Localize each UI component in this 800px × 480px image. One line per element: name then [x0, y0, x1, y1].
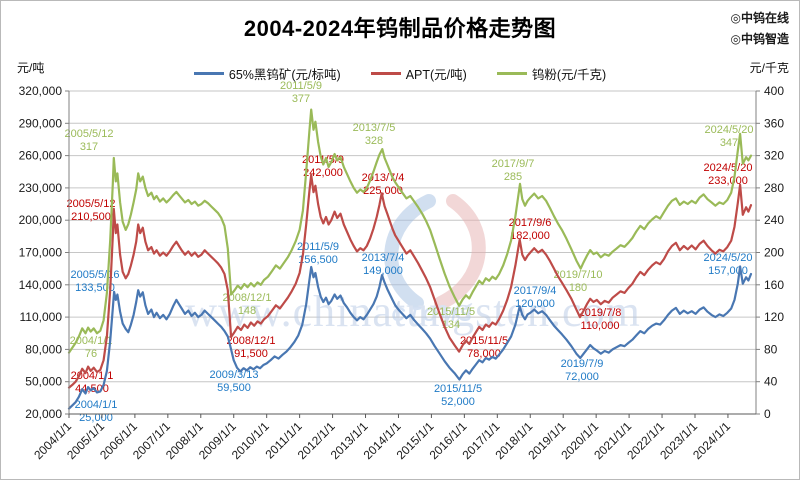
right-axis-tick-label: 120	[764, 310, 784, 324]
annotation: 2024/5/20 157,000	[704, 252, 753, 277]
credit-line-2: ◎中钨智造	[730, 32, 789, 46]
watermark-url-text: www.chinatungsten.com	[185, 287, 641, 336]
left-axis-unit: 元/吨	[17, 61, 45, 75]
series-lines	[67, 108, 753, 410]
x-axis-labels: 2004/1/12005/1/12006/1/12007/1/12008/1/1…	[31, 419, 733, 462]
legend: 65%黑钨矿(元/标吨) APT(元/吨) 钨粉(元/千克)	[1, 64, 799, 83]
annotation: 2004/1/1 76	[70, 335, 113, 360]
credit-line-1: ◎中钨在线	[730, 11, 789, 25]
annotation: 2015/11/5 52,000	[434, 383, 482, 408]
right-axis-unit: 元/千克	[749, 61, 789, 75]
right-axis-tick-label: 80	[764, 342, 778, 356]
watermark-logo-red-swoosh	[434, 194, 486, 310]
legend-label-powder: 钨粉(元/千克)	[531, 68, 607, 82]
annotation: 2005/5/12 210,500	[67, 198, 116, 223]
left-axis-tick-label: 230,000	[19, 181, 63, 195]
x-axis-tick-label: 2024/1/1	[690, 419, 733, 462]
legend-item-powder[interactable]: 钨粉(元/千克)	[496, 64, 607, 83]
annotation: 2013/7/5 328	[353, 122, 396, 147]
right-axis-tick-label: 160	[764, 278, 784, 292]
annotation: 2009/3/13 59,500	[210, 369, 259, 394]
left-axis-tick-label: 170,000	[19, 246, 63, 260]
annotation: 2008/12/1 148	[223, 292, 272, 317]
page-title: 2004-2024年钨制品价格走势图	[243, 16, 557, 41]
annotation: 2011/5/9 156,500	[297, 241, 339, 266]
annotation: 2019/7/8 110,000	[579, 307, 622, 332]
annotation: 2019/7/9 72,000	[561, 358, 604, 383]
right-axis-tick-label: 0	[764, 407, 771, 421]
annotation: 2017/9/4 120,000	[514, 285, 557, 310]
right-axis-tick-label: 360	[764, 116, 784, 130]
legend-item-wolframite[interactable]: 65%黑钨矿(元/标吨)	[193, 64, 341, 83]
annotation: 2024/5/20 233,000	[704, 162, 753, 187]
apt-line-swatch	[370, 72, 401, 75]
series-line-0[interactable]	[67, 265, 753, 410]
left-axis-tick-label: 200,000	[19, 213, 63, 227]
legend-item-apt[interactable]: APT(元/吨)	[370, 64, 467, 83]
watermark-logo-text: CTOMS	[391, 305, 474, 326]
left-axis-tick-label: 140,000	[19, 278, 63, 292]
annotation: 2004/1/1 25,000	[75, 399, 118, 424]
annotation: 2017/9/7 285	[492, 158, 535, 183]
legend-label-apt: APT(元/吨)	[405, 68, 467, 82]
annotation: 2015/11/5 78,000	[460, 335, 508, 360]
annotation: 2013/7/4 149,000	[362, 252, 405, 277]
legend-label-wolframite: 65%黑钨矿(元/标吨)	[228, 68, 341, 82]
series-line-1[interactable]	[67, 173, 753, 389]
right-axis-tick-label: 320	[764, 149, 784, 163]
annotation: 2011/5/9 377	[280, 80, 322, 105]
left-axis-tick-label: 80,000	[25, 342, 62, 356]
credits: ◎中钨在线 ◎中钨智造	[731, 8, 789, 50]
wolframite-line-swatch	[193, 72, 224, 75]
left-axis-tick-label: 50,000	[25, 375, 62, 389]
series-line-2[interactable]	[67, 108, 753, 354]
right-axis-tick-label: 280	[764, 181, 784, 195]
annotation: 2005/5/12 317	[65, 128, 114, 153]
right-axis-tick-label: 400	[764, 84, 784, 98]
annotation: 2008/12/1 91,500	[227, 335, 276, 360]
watermark-logo-blue-swoosh	[384, 194, 436, 310]
axes	[68, 91, 757, 418]
annotation: 2024/5/20 347	[705, 124, 754, 149]
right-axis-tick-label: 240	[764, 213, 784, 227]
left-axis-tick-label: 320,000	[19, 84, 63, 98]
annotation: 2019/7/10 180	[554, 269, 603, 294]
left-axis-tick-label: 260,000	[19, 149, 63, 163]
left-axis-tick-label: 290,000	[19, 116, 63, 130]
left-axis-tick-label: 20,000	[25, 407, 62, 421]
left-axis-tick-label: 110,000	[20, 310, 63, 324]
right-axis-tick-label: 200	[764, 246, 784, 260]
powder-line-swatch	[496, 72, 527, 75]
right-axis-tick-label: 40	[764, 375, 778, 389]
